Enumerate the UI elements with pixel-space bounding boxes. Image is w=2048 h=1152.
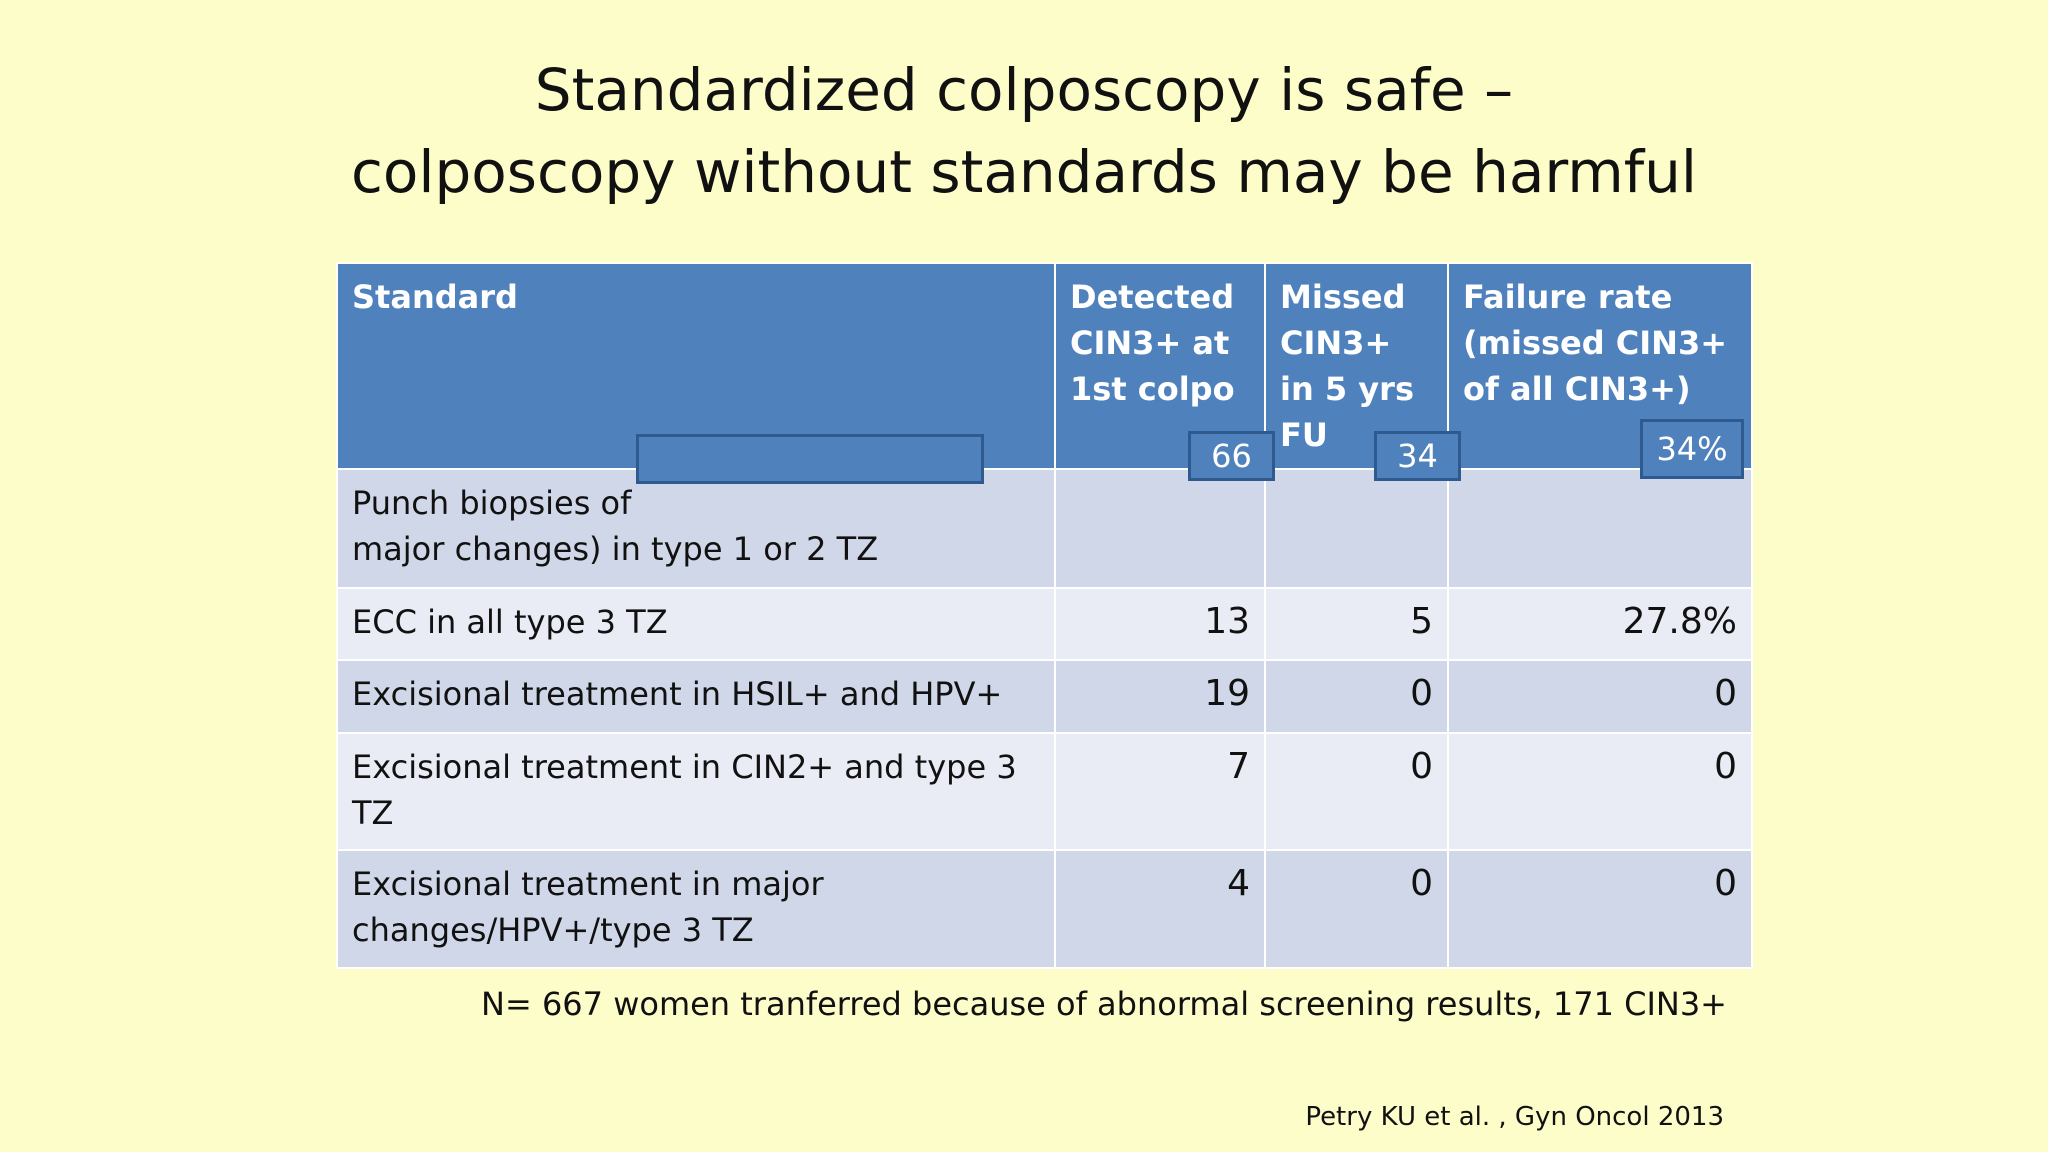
table-cell — [1054, 468, 1266, 589]
table-cell: 0 — [1264, 732, 1449, 851]
data-table: Standard Detected CIN3+ at 1st colpo Misse… — [336, 262, 1753, 969]
table-cell: 4 — [1054, 849, 1266, 969]
table-row: Excisional treatment in major changes/HP… — [336, 849, 1753, 969]
table-cell: Excisional treatment in CIN2+ and type 3… — [336, 732, 1056, 851]
table-cell: 0 — [1447, 659, 1753, 734]
table-cell: Punch biopsies of major changes) in type … — [336, 468, 1056, 589]
value-box: 34 — [1374, 431, 1461, 481]
value-box: 34% — [1640, 419, 1744, 479]
value-box: 66 — [1188, 431, 1275, 481]
table-row: Excisional treatment in CIN2+ and type 3… — [336, 732, 1753, 851]
table-cell: 0 — [1447, 732, 1753, 851]
table-cell: ECC in all type 3 TZ — [336, 587, 1056, 661]
table-cell: 5 — [1264, 587, 1449, 661]
cell-line: Punch biopsies of — [352, 484, 632, 522]
citation: Petry KU et al. , Gyn Oncol 2013 — [1305, 1102, 1724, 1132]
table-cell: 19 — [1054, 659, 1266, 734]
table-cell: 0 — [1264, 659, 1449, 734]
table-cell — [1447, 468, 1753, 589]
cell-line: major changes) in type 1 or 2 TZ — [352, 530, 879, 568]
title-line: colposcopy without standards may be harm… — [350, 138, 1697, 206]
table-cell: 0 — [1447, 849, 1753, 969]
footnote: N= 667 women tranferred because of abnor… — [481, 985, 1727, 1023]
table-row: ECC in all type 3 TZ 13 5 27.8% — [336, 587, 1753, 661]
table-row: Excisional treatment in HSIL+ and HPV+ 19… — [336, 659, 1753, 734]
redaction-box — [636, 434, 984, 484]
table-cell: 13 — [1054, 587, 1266, 661]
header-cell: Failure rate (missed CIN3+ of all CIN3+) — [1447, 262, 1753, 470]
header-row: Standard Detected CIN3+ at 1st colpo Misse… — [336, 262, 1753, 470]
table-cell: Excisional treatment in HSIL+ and HPV+ — [336, 659, 1056, 734]
table-cell: Excisional treatment in major changes/HP… — [336, 849, 1056, 969]
table-cell: 7 — [1054, 732, 1266, 851]
table-row: Punch biopsies of major changes) in type … — [336, 468, 1753, 589]
title-line: Standardized colposcopy is safe – — [534, 56, 1514, 124]
table-cell — [1264, 468, 1449, 589]
table-cell: 0 — [1264, 849, 1449, 969]
table-cell: 27.8% — [1447, 587, 1753, 661]
